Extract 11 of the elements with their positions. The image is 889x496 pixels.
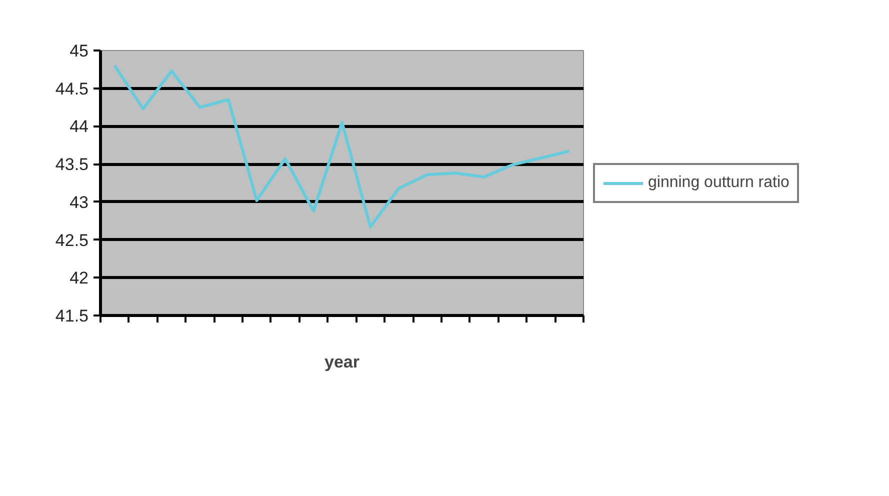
legend-label: ginning outturn ratio xyxy=(648,174,790,192)
y-tick-label: 42 xyxy=(70,268,89,288)
y-tick-label: 41.5 xyxy=(55,306,89,326)
x-axis-title: year xyxy=(324,352,360,372)
y-tick-label: 43.5 xyxy=(55,155,89,174)
y-tick-label: 43 xyxy=(70,192,89,212)
y-tick-label: 42.5 xyxy=(55,230,89,250)
line-series xyxy=(113,64,571,228)
y-tick-label: 44 xyxy=(70,117,89,136)
y-tick-label: 44.5 xyxy=(55,79,89,98)
y-tick-label: 45 xyxy=(70,42,89,60)
